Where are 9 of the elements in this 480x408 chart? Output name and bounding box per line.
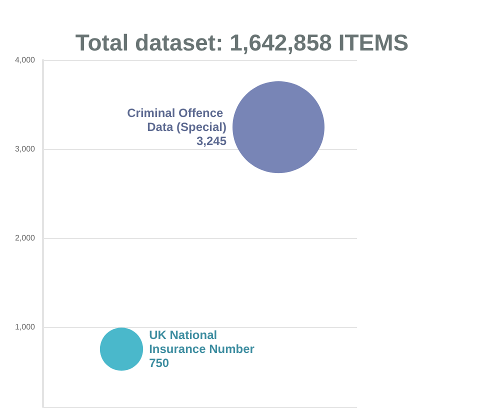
series-label: Criminal Offence Data (Special) xyxy=(127,106,227,134)
y-tick-label: 3,000 xyxy=(14,144,36,154)
series-label: UK National Insurance Number xyxy=(149,328,255,356)
data-label: 3,245 xyxy=(196,134,227,148)
y-tick-label: 1,000 xyxy=(14,322,36,332)
y-tick-label: 2,000 xyxy=(14,233,36,242)
data-label: 750 xyxy=(149,356,170,370)
chart-title: Total dataset: 1,642,858 ITEMS xyxy=(75,30,409,56)
y-tick-label: 4,000 xyxy=(14,56,36,64)
